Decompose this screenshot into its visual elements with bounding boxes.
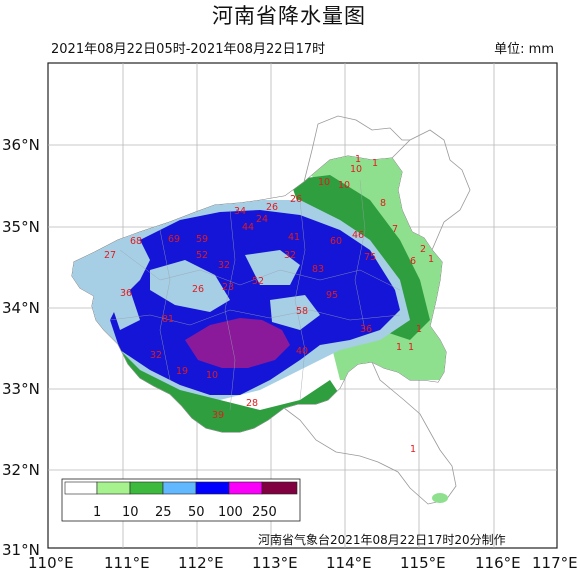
rain-value: 24 [256, 214, 268, 225]
lat-label: 32°N [2, 461, 40, 479]
legend-tick: 1 [93, 505, 101, 520]
lat-label: 34°N [2, 299, 40, 317]
rain-value: 69 [168, 234, 180, 245]
rain-value: 19 [176, 366, 188, 377]
lon-label: 114°E [326, 554, 372, 572]
rain-value: 44 [242, 222, 254, 233]
rain-value: 7 [392, 224, 398, 235]
legend-swatch [162, 481, 197, 495]
rain-value: 32 [284, 250, 296, 261]
rain-value: 6 [410, 256, 416, 267]
rain-station-labels: 1 1 10 10 10 8 34 26 26 24 44 7 27 68 69… [104, 154, 434, 455]
rain-value: 8 [380, 198, 386, 209]
legend-swatch [261, 481, 298, 495]
rain-value: 26 [266, 202, 278, 213]
legend-tick: 250 [252, 505, 277, 520]
rain-value: 1 [396, 342, 402, 353]
zone-50-100mm [110, 210, 400, 395]
rain-value: 83 [312, 264, 324, 275]
rain-value: 36 [120, 288, 132, 299]
lat-label: 31°N [2, 541, 40, 559]
unit-label: 单位: mm [494, 42, 554, 57]
legend-swatch [129, 481, 164, 495]
rain-value: 68 [130, 236, 142, 247]
rain-patch [432, 493, 448, 503]
lon-label: 110°E [28, 554, 74, 572]
map-frame [47, 62, 558, 549]
rain-value: 1 [372, 158, 378, 169]
rain-value: 26 [192, 284, 204, 295]
rain-value: 46 [352, 230, 364, 241]
rain-value: 75 [364, 252, 376, 263]
rain-value: 2 [420, 244, 426, 255]
lon-label: 116°E [475, 554, 521, 572]
rain-value: 32 [218, 260, 230, 271]
rain-value: 10 [350, 164, 362, 175]
rain-value: 1 [355, 154, 361, 165]
rain-value: 34 [234, 206, 246, 217]
rain-value: 27 [104, 250, 116, 261]
rain-value: 59 [196, 234, 208, 245]
neighbor-boundary-east [391, 129, 471, 251]
rain-value: 28 [246, 398, 258, 409]
rain-value: 26 [290, 194, 302, 205]
footer-credit: 河南省气象台2021年08月22日17时20分制作 [258, 533, 506, 547]
lat-label: 33°N [2, 380, 40, 398]
rain-value: 40 [296, 346, 308, 357]
rain-value: 10 [318, 177, 330, 188]
lon-label: 113°E [252, 554, 298, 572]
latitude-labels: 36°N 35°N 34°N 33°N 32°N 31°N [2, 136, 40, 559]
rain-value: 1 [410, 444, 416, 455]
rain-value: 1 [428, 254, 434, 265]
lon-label: 115°E [400, 554, 446, 572]
rain-value: 60 [330, 236, 342, 247]
rain-value: 41 [288, 232, 300, 243]
neighbor-boundary-north [303, 115, 410, 183]
rain-value: 95 [326, 290, 338, 301]
longitude-labels: 110°E 111°E 112°E 113°E 114°E 115°E 116°… [28, 554, 578, 572]
lat-label: 35°N [2, 218, 40, 236]
rain-value: 52 [252, 276, 264, 287]
rain-value: 81 [162, 314, 174, 325]
rain-value: 36 [360, 324, 372, 335]
county-boundaries [109, 179, 401, 411]
map-title: 河南省降水量图 [212, 4, 366, 28]
lat-label: 36°N [2, 136, 40, 154]
lon-label: 111°E [104, 554, 150, 572]
legend: 1 10 25 50 100 250 [61, 478, 301, 522]
rain-value: 23 [222, 282, 234, 293]
legend-tick: 25 [155, 505, 172, 520]
rain-value: 58 [296, 306, 308, 317]
rain-value: 10 [338, 180, 350, 191]
rain-value: 32 [150, 350, 162, 361]
legend-swatch [64, 481, 98, 495]
zone-100-250mm [185, 318, 290, 368]
rain-value: 52 [196, 250, 208, 261]
rain-value: 1 [408, 342, 414, 353]
legend-swatch [228, 481, 263, 495]
legend-tick: 100 [218, 505, 243, 520]
legend-swatch [195, 481, 230, 495]
legend-tick: 50 [188, 505, 205, 520]
rain-value: 1 [416, 324, 422, 335]
lon-label: 112°E [178, 554, 224, 572]
rain-value: 39 [212, 410, 224, 421]
legend-swatch [96, 481, 131, 495]
legend-tick: 10 [122, 505, 139, 520]
date-range: 2021年08月22日05时-2021年08月22日17时 [51, 42, 326, 57]
rain-value: 10 [206, 370, 218, 381]
lon-label: 117°E [532, 554, 578, 572]
